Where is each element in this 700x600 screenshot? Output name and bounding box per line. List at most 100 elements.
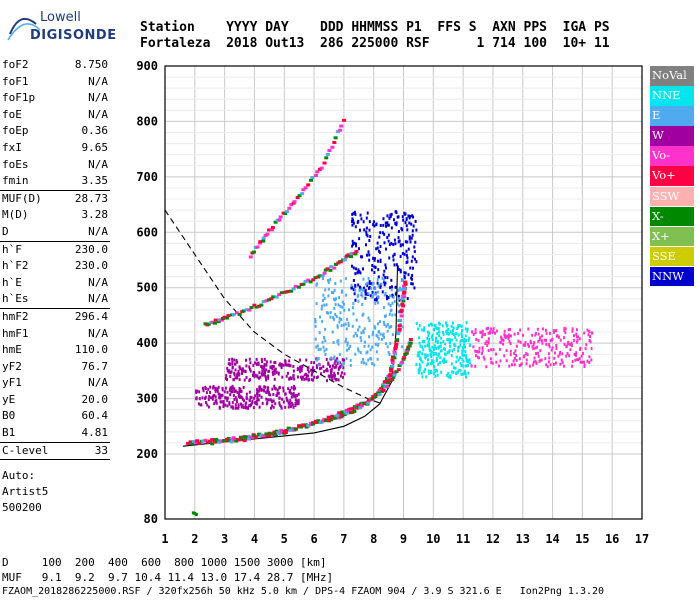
echo-mark (379, 285, 382, 289)
echo-mark (427, 369, 430, 373)
echo-mark (296, 402, 299, 406)
echo-mark (263, 385, 266, 389)
echo-mark (390, 241, 393, 245)
echo-mark (443, 358, 446, 362)
echo-mark (226, 378, 229, 382)
trace-mark (392, 350, 397, 354)
echo-mark (421, 360, 424, 364)
trace-mark (232, 438, 237, 442)
echo-mark (433, 324, 436, 328)
echo-mark (564, 327, 567, 331)
echo-mark (495, 360, 498, 364)
trace-mark (301, 282, 306, 286)
echo-mark (463, 340, 466, 344)
echo-mark (350, 283, 353, 287)
echo-mark (397, 294, 400, 298)
echo-mark (492, 329, 495, 333)
echo-mark (428, 346, 431, 350)
trace-mark (313, 276, 318, 280)
echo-mark (381, 277, 384, 281)
echo-mark (386, 345, 389, 349)
echo-mark (377, 290, 380, 294)
trace-mark (303, 186, 308, 190)
trace-mark (386, 381, 391, 385)
echo-mark (533, 341, 536, 345)
echo-mark (226, 404, 229, 408)
echo-mark (255, 401, 258, 405)
echo-mark (563, 326, 566, 330)
echo-mark (285, 363, 288, 367)
echo-mark (509, 349, 512, 353)
trace-mark (373, 394, 378, 398)
echo-mark (532, 360, 535, 364)
echo-mark (200, 403, 203, 407)
echo-mark (325, 303, 328, 307)
echo-mark (265, 368, 268, 372)
echo-mark (525, 358, 528, 362)
echo-mark (256, 402, 259, 406)
echo-mark (379, 223, 382, 227)
x-tick-label: 9 (400, 532, 407, 546)
echo-mark (367, 286, 370, 290)
echo-mark (433, 327, 436, 331)
trace-mark (194, 441, 199, 445)
echo-mark (291, 393, 294, 397)
echo-mark (538, 359, 541, 363)
plot-frame (164, 65, 643, 520)
param-value: 20.0 (81, 392, 109, 406)
trace-mark (256, 433, 261, 437)
echo-mark (317, 363, 320, 367)
echo-mark (284, 405, 287, 409)
echo-mark (414, 240, 417, 244)
echo-mark (336, 325, 339, 329)
echo-mark (407, 214, 410, 218)
echo-mark (245, 375, 248, 379)
echo-mark (384, 275, 387, 279)
echo-mark (475, 337, 478, 341)
echo-mark (293, 377, 296, 381)
echo-mark (424, 367, 427, 371)
echo-mark (465, 321, 468, 325)
echo-mark (563, 342, 566, 346)
echo-mark (535, 352, 538, 356)
trace-mark (248, 255, 253, 259)
echo-mark (290, 391, 293, 395)
echo-mark (280, 364, 283, 368)
echo-mark (210, 396, 213, 400)
echo-mark (337, 371, 340, 375)
trace-mark (325, 267, 330, 271)
echo-mark (459, 339, 462, 343)
echo-mark (347, 324, 350, 328)
trace-mark (344, 408, 349, 412)
echo-mark (394, 242, 397, 246)
echo-mark (226, 369, 229, 373)
trace-mark (326, 415, 331, 419)
trace-mark (402, 290, 407, 294)
echo-mark (456, 327, 459, 331)
echo-mark (389, 309, 392, 313)
echo-mark (368, 239, 371, 243)
echo-mark (253, 401, 256, 405)
echo-mark (354, 225, 357, 229)
echo-mark (274, 387, 277, 391)
echo-mark (406, 297, 409, 301)
echo-mark (330, 369, 333, 373)
echo-mark (383, 269, 386, 273)
echo-mark (351, 324, 354, 328)
echo-mark (258, 405, 261, 409)
trace-mark (366, 401, 371, 405)
footer-distance: D 100 200 400 600 800 1000 1500 3000 [km… (2, 556, 327, 569)
trace-mark (269, 228, 274, 232)
echo-mark (267, 398, 270, 402)
echo-mark (427, 334, 430, 338)
echo-mark (448, 350, 451, 354)
trace-mark (408, 337, 413, 341)
echo-mark (399, 270, 402, 274)
trace-mark (335, 130, 340, 134)
echo-mark (256, 390, 259, 394)
echo-mark (306, 368, 309, 372)
echo-mark (532, 347, 535, 351)
echo-mark (529, 341, 532, 345)
echo-mark (292, 405, 295, 409)
echo-mark (441, 359, 444, 363)
